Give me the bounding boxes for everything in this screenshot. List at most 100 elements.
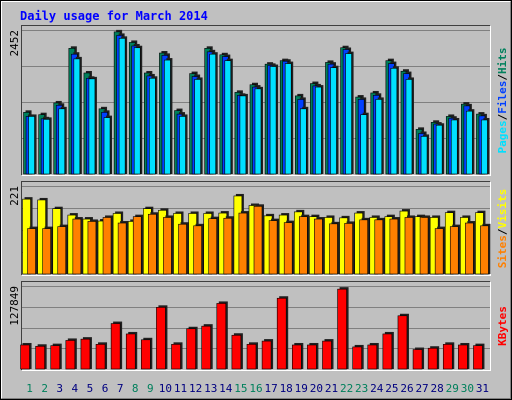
visits-panel-bar-sites-day-2-body <box>42 228 51 275</box>
x-tick-label-day-11: 11 <box>174 382 187 395</box>
kbytes-panel-bar-kbytes-day-14-body <box>216 303 227 370</box>
kbytes-panel-highlight <box>21 281 491 371</box>
kbytes-panel-bar-kbytes-day-7-body <box>110 323 121 370</box>
x-tick-label-day-29: 29 <box>446 382 459 395</box>
kbytes-panel-bar-kbytes-day-16-body <box>246 344 257 370</box>
hits-panel-bar-pages-day-31 <box>481 117 490 175</box>
visits-panel-bar-sites-day-30 <box>465 221 476 275</box>
kbytes-panel-bar-kbytes-day-25-body <box>382 333 393 370</box>
x-tick-label-day-28: 28 <box>431 382 444 395</box>
hits-panel-bar-pages-day-3 <box>58 106 67 175</box>
kbytes-panel-bar-kbytes-day-6 <box>95 342 108 370</box>
visits-panel-ylabel-separator: / <box>496 228 509 235</box>
hits-panel-bar-pages-day-10 <box>164 58 173 175</box>
visits-panel-bar-sites-day-4 <box>72 217 83 275</box>
x-tick-label-day-6: 6 <box>102 382 109 395</box>
kbytes-panel-bar-kbytes-day-12 <box>186 326 198 370</box>
hits-panel-bar-pages-day-9-body <box>149 77 156 175</box>
visits-panel-highlight <box>21 181 491 276</box>
visits-panel-bar-sites-day-24 <box>374 217 385 275</box>
hits-panel-bar-pages-day-11 <box>179 114 188 175</box>
visits-panel-bar-sites-day-21-body <box>329 223 338 275</box>
x-tick-label-day-30: 30 <box>461 382 474 395</box>
hits-panel-bar-pages-day-7 <box>118 36 128 175</box>
hits-panel-bar-pages-day-20-body <box>315 86 322 175</box>
visits-panel-bar-sites-day-16 <box>253 204 264 275</box>
x-tick-label-day-9: 9 <box>147 382 154 395</box>
kbytes-panel-bar-kbytes-day-29-body <box>442 344 453 370</box>
visits-panel-bar-sites-day-15 <box>238 211 249 275</box>
kbytes-panel-bar-kbytes-day-7 <box>110 321 123 370</box>
visits-panel-bar-sites-day-19 <box>298 214 310 275</box>
kbytes-panel-bar-kbytes-day-5-body <box>80 338 91 370</box>
x-tick-label-day-1: 1 <box>26 382 33 395</box>
x-tick-label-day-7: 7 <box>117 382 124 395</box>
kbytes-panel-bar-kbytes-day-19-body <box>291 344 302 370</box>
visits-panel-bar-sites-day-2 <box>42 226 53 275</box>
kbytes-panel-bar-kbytes-day-10-body <box>156 307 166 370</box>
visits-panel-bar-sites-day-25-body <box>389 218 399 275</box>
hits-panel-bar-pages-day-25 <box>390 66 399 175</box>
visits-panel-bar-sites-day-30-body <box>465 222 474 275</box>
kbytes-panel-bar-kbytes-day-30-body <box>458 344 468 370</box>
x-tick-label-day-31: 31 <box>476 382 489 395</box>
kbytes-panel-bar-kbytes-day-15 <box>231 333 243 370</box>
hits-panel-shadow <box>21 25 491 176</box>
kbytes-panel-bar-kbytes-day-1-body <box>20 344 30 370</box>
x-tick-label-day-5: 5 <box>87 382 94 395</box>
kbytes-panel-bar-kbytes-day-30 <box>458 342 470 370</box>
x-tick-label-day-18: 18 <box>280 382 293 395</box>
visits-panel-bar-sites-day-29-body <box>449 226 459 275</box>
kbytes-panel-bar-kbytes-day-6-body <box>95 344 106 370</box>
visits-panel-bar-sites-day-4-body <box>72 218 82 275</box>
visits-panel-bar-sites-day-1 <box>27 226 38 275</box>
kbytes-panel-bar-kbytes-day-3 <box>50 343 62 370</box>
hits-panel-bar-pages-day-7-body <box>118 38 126 175</box>
hits-panel-bar-pages-day-27-body <box>420 136 428 175</box>
visits-panel-ylabel-part: Sites <box>496 235 509 268</box>
visits-panel-bar-sites-day-29 <box>449 224 461 275</box>
visits-panel-bar-sites-day-13 <box>208 216 219 275</box>
hits-panel-bar-pages-day-14 <box>224 58 233 175</box>
hits-panel-ylabel-part: Files <box>496 81 509 114</box>
hits-panel-bar-pages-day-22-body <box>345 53 352 175</box>
visits-panel-bar-sites-day-15-body <box>238 212 248 275</box>
kbytes-panel-bar-kbytes-day-9-body <box>141 339 151 370</box>
x-tick-label-day-8: 8 <box>132 382 139 395</box>
hits-panel-bar-pages-day-5-body <box>88 78 96 175</box>
kbytes-panel-bar-kbytes-day-29 <box>442 342 455 370</box>
kbytes-panel-bar-kbytes-day-4 <box>65 338 77 370</box>
visits-panel-bar-sites-day-12-body <box>193 225 202 275</box>
visits-panel-bar-sites-day-25 <box>389 217 400 275</box>
x-tick-label-day-20: 20 <box>310 382 323 395</box>
hits-panel-bar-pages-day-14-body <box>224 60 232 175</box>
visits-panel-bar-sites-day-28-body <box>434 228 444 275</box>
visits-panel-bar-sites-day-12 <box>193 223 204 275</box>
visits-panel-ylabel: Sites/Visits <box>496 189 509 269</box>
visits-panel-ylabel-part: Visits <box>496 189 509 229</box>
visits-panel-bar-sites-day-14 <box>223 216 234 275</box>
hits-panel-bar-pages-day-11-body <box>179 116 186 175</box>
visits-panel-bar-sites-day-18-body <box>283 222 293 275</box>
kbytes-panel-bar-kbytes-day-22-body <box>337 288 347 370</box>
hits-panel-bar-pages-day-25-body <box>390 67 398 175</box>
x-tick-label-day-15: 15 <box>234 382 247 395</box>
x-tick-label-day-4: 4 <box>72 382 79 395</box>
hits-panel-bar-pages-day-15 <box>239 93 248 175</box>
x-tick-label-day-3: 3 <box>56 382 63 395</box>
hits-panel-bar-pages-day-27 <box>420 134 430 175</box>
visits-panel-bar-sites-day-27-body <box>419 217 429 275</box>
kbytes-panel-bar-kbytes-day-14 <box>216 301 228 370</box>
kbytes-panel-bar-kbytes-day-31-body <box>473 345 483 370</box>
x-tick-label-day-22: 22 <box>340 382 353 395</box>
hits-panel-bar-pages-day-16-body <box>254 88 262 175</box>
hits-panel-bar-pages-day-6-body <box>103 117 111 175</box>
visits-panel-bar-sites-day-24-body <box>374 219 384 275</box>
x-tick-label-day-19: 19 <box>295 382 308 395</box>
x-tick-label-day-24: 24 <box>370 382 384 395</box>
hits-panel-bar-pages-day-22 <box>345 51 354 175</box>
kbytes-panel-bar-kbytes-day-13 <box>201 324 213 370</box>
hits-panel-ylabel: Pages/Files/Hits <box>496 48 509 154</box>
hits-panel-bar-pages-day-23-body <box>360 114 367 175</box>
hits-panel-bar-pages-day-28-body <box>435 124 443 175</box>
